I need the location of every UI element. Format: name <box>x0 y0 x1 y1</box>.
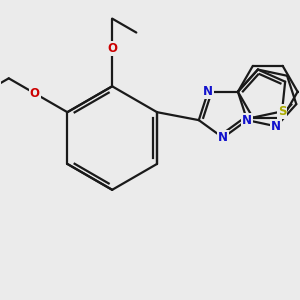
Text: N: N <box>218 131 228 144</box>
Text: O: O <box>30 87 40 100</box>
Text: N: N <box>203 85 213 98</box>
Text: N: N <box>242 114 252 127</box>
Text: N: N <box>271 120 281 133</box>
Text: O: O <box>107 42 117 55</box>
Text: S: S <box>278 105 286 118</box>
